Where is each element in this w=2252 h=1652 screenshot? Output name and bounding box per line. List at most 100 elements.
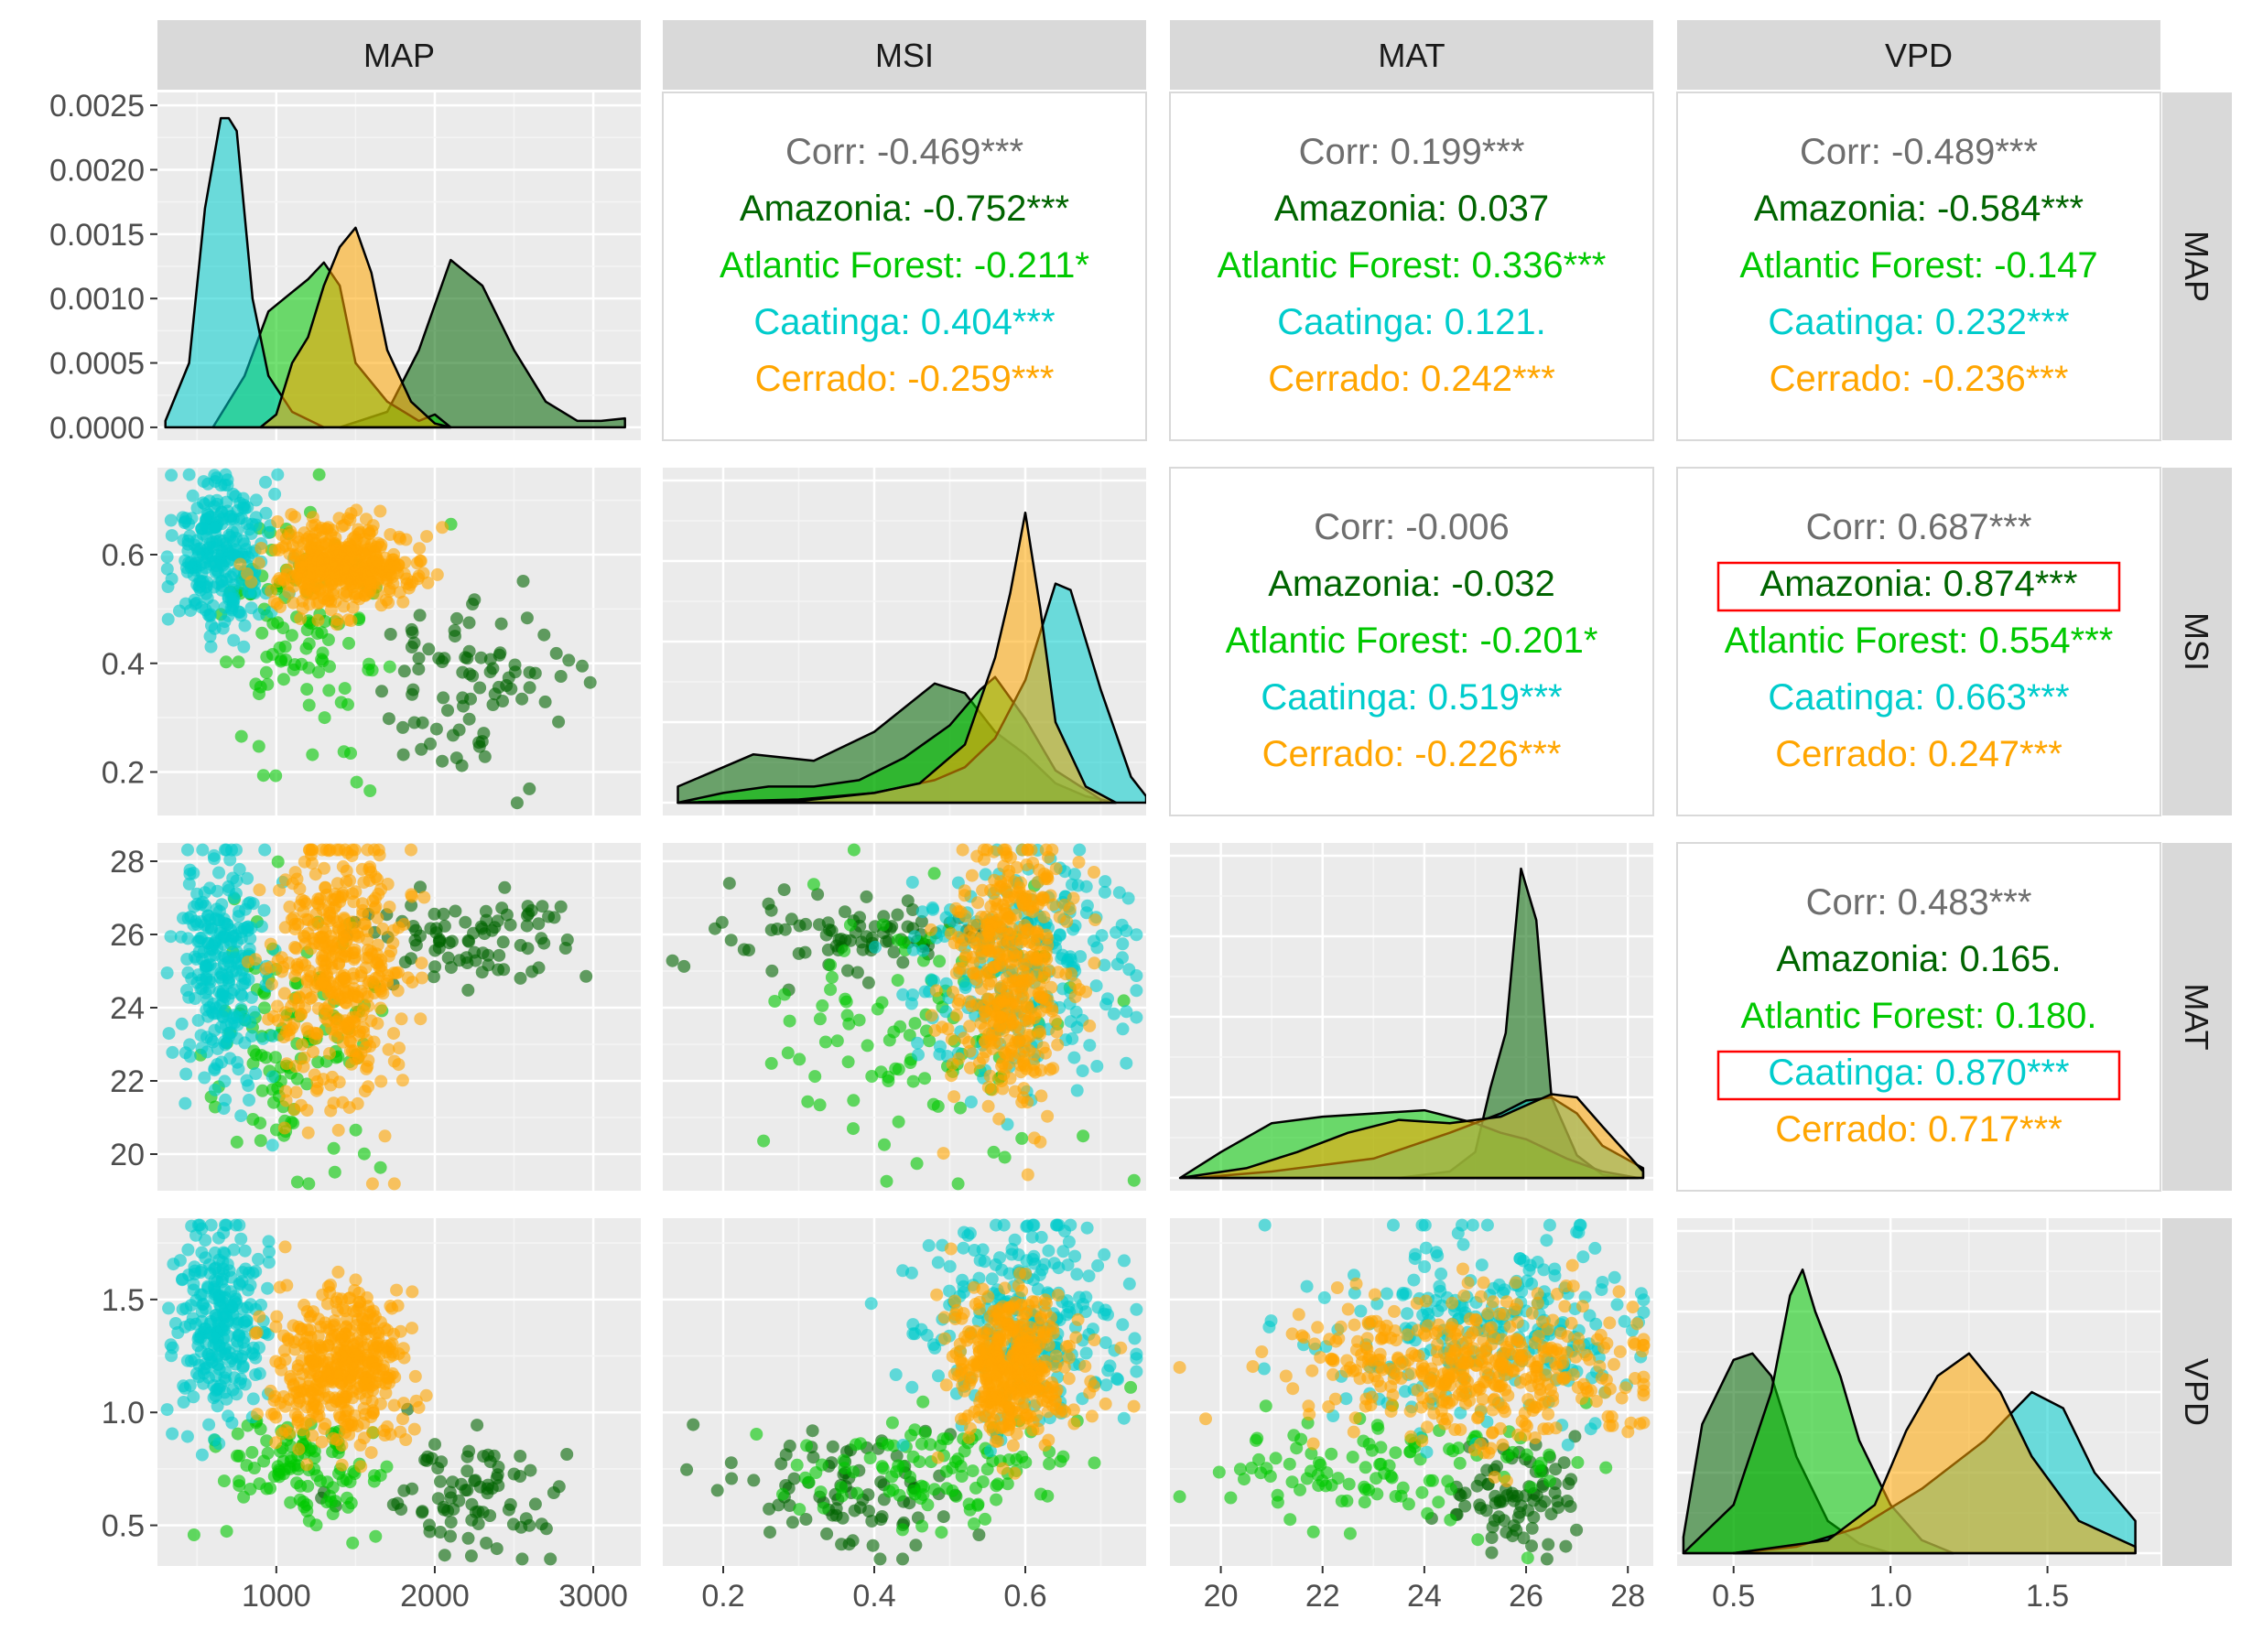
point-cerrado — [374, 1316, 387, 1329]
point-atlantic-forest — [826, 971, 839, 984]
point-amazonia — [408, 717, 421, 729]
point-amazonia — [723, 877, 736, 890]
point-atlantic-forest — [244, 1483, 256, 1495]
point-amazonia — [835, 1538, 848, 1550]
point-caatinga — [204, 958, 217, 971]
point-cerrado — [968, 919, 980, 932]
point-cerrado — [343, 1291, 356, 1304]
point-caatinga — [1070, 1006, 1083, 1019]
point-atlantic-forest — [861, 1039, 874, 1052]
point-caatinga — [194, 898, 207, 911]
point-atlantic-forest — [778, 988, 791, 1001]
strip-label-row-vpd: VPD — [2178, 1358, 2215, 1426]
point-amazonia — [537, 629, 550, 642]
point-amazonia — [555, 670, 568, 683]
point-cerrado — [362, 1054, 374, 1067]
point-cerrado — [968, 1281, 980, 1294]
point-atlantic-forest — [1077, 1129, 1089, 1142]
point-caatinga — [1099, 1378, 1112, 1391]
point-amazonia — [396, 721, 409, 734]
point-cerrado — [268, 1408, 281, 1420]
point-cerrado — [957, 844, 969, 857]
point-cerrado — [938, 1333, 951, 1345]
point-amazonia — [441, 704, 454, 717]
x-tick-label: 22 — [1305, 1579, 1340, 1614]
point-amazonia — [504, 683, 517, 696]
point-atlantic-forest — [368, 1475, 381, 1488]
point-caatinga — [1054, 928, 1066, 941]
point-amazonia — [463, 645, 476, 658]
point-cerrado — [989, 1029, 1001, 1042]
point-atlantic-forest — [907, 1075, 920, 1088]
point-cerrado — [398, 1352, 411, 1365]
point-cerrado — [436, 521, 449, 534]
point-caatinga — [222, 884, 235, 897]
point-caatinga — [1120, 1057, 1132, 1070]
point-caatinga — [1481, 1219, 1494, 1232]
point-atlantic-forest — [1283, 1513, 1296, 1526]
point-atlantic-forest — [782, 1046, 795, 1059]
corr-text-atlantic-forest: Atlantic Forest: 0.554*** — [1725, 621, 2114, 661]
point-cerrado — [992, 1113, 1005, 1126]
point-atlantic-forest — [1535, 1457, 1548, 1470]
point-atlantic-forest — [988, 1146, 1001, 1159]
point-amazonia — [1562, 1477, 1575, 1490]
point-atlantic-forest — [882, 1439, 894, 1452]
point-amazonia — [794, 920, 807, 933]
point-cerrado — [362, 1300, 374, 1312]
point-atlantic-forest — [1272, 1495, 1284, 1508]
point-amazonia — [521, 920, 534, 933]
point-caatinga — [911, 1037, 924, 1050]
point-caatinga — [865, 1297, 878, 1310]
point-cerrado — [1023, 973, 1035, 986]
point-amazonia — [542, 911, 555, 923]
point-cerrado — [372, 1327, 384, 1340]
point-cerrado — [253, 556, 265, 569]
point-cerrado — [295, 1009, 308, 1021]
y-tick-label: 0.0025 — [49, 89, 145, 124]
point-cerrado — [371, 1017, 384, 1030]
point-atlantic-forest — [893, 1116, 905, 1128]
point-atlantic-forest — [235, 730, 248, 743]
point-amazonia — [471, 1419, 483, 1431]
point-caatinga — [211, 578, 224, 590]
point-atlantic-forest — [1238, 1473, 1251, 1485]
point-amazonia — [511, 796, 524, 809]
point-caatinga — [1129, 1332, 1142, 1344]
point-caatinga — [239, 502, 252, 515]
y-tick-label: 0.0005 — [49, 347, 145, 382]
point-caatinga — [1456, 1219, 1468, 1232]
point-caatinga — [869, 941, 882, 954]
point-amazonia — [1570, 1524, 1583, 1537]
point-atlantic-forest — [933, 955, 946, 967]
point-amazonia — [438, 1549, 451, 1561]
point-cerrado — [260, 963, 273, 976]
point-caatinga — [199, 1234, 211, 1247]
point-cerrado — [302, 1127, 315, 1139]
point-cerrado — [411, 556, 424, 569]
point-atlantic-forest — [815, 1485, 828, 1498]
point-caatinga — [986, 1272, 999, 1285]
point-amazonia — [576, 660, 589, 673]
point-cerrado — [362, 1080, 374, 1093]
point-cerrado — [991, 1435, 1004, 1448]
point-cerrado — [421, 577, 434, 589]
point-atlantic-forest — [363, 784, 376, 797]
point-atlantic-forest — [847, 1122, 860, 1135]
point-atlantic-forest — [990, 1494, 1002, 1506]
point-cerrado — [365, 1446, 378, 1459]
point-caatinga — [189, 1318, 202, 1331]
point-caatinga — [211, 494, 223, 507]
point-caatinga — [1354, 1305, 1367, 1318]
point-cerrado — [312, 614, 325, 627]
point-cerrado — [982, 1081, 995, 1094]
point-atlantic-forest — [964, 1504, 977, 1517]
point-cerrado — [1032, 1341, 1045, 1354]
point-caatinga — [217, 1226, 230, 1239]
point-amazonia — [398, 664, 411, 677]
point-atlantic-forest — [881, 1175, 893, 1188]
point-caatinga — [192, 1014, 205, 1027]
point-caatinga — [161, 550, 174, 563]
point-amazonia — [424, 923, 437, 935]
point-cerrado — [341, 613, 354, 626]
